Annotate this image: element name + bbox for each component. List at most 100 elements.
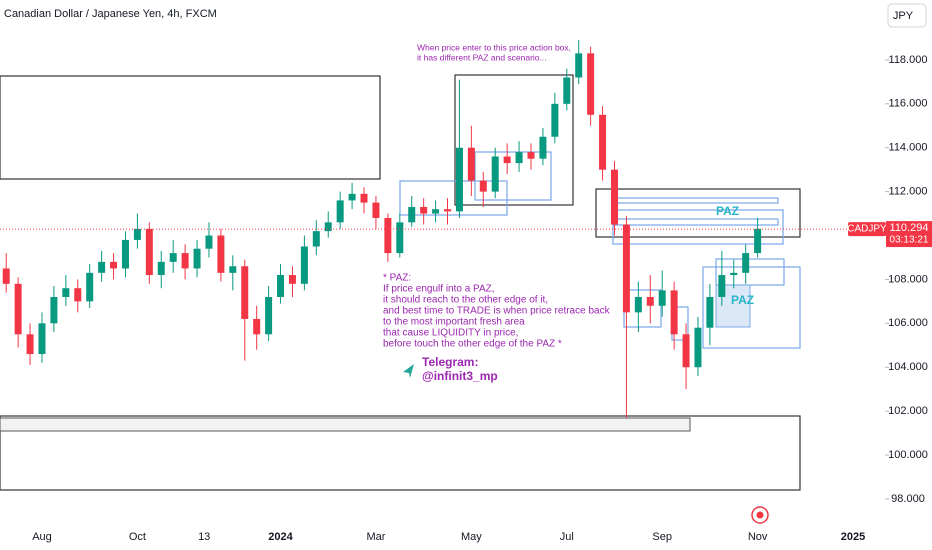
candle-body: [300, 246, 308, 284]
candle-body: [682, 334, 690, 368]
price-label: 110.294: [890, 222, 929, 234]
price-tag: [886, 221, 932, 248]
annotation: it should reach to the other edge of it,: [383, 295, 548, 306]
telegram-icon: [403, 364, 414, 378]
candle-body: [563, 77, 571, 104]
candle-body: [38, 323, 46, 355]
candle-body: [718, 275, 726, 297]
candle-body: [360, 193, 368, 203]
event-icon[interactable]: [751, 506, 769, 524]
rectangle: [612, 209, 784, 245]
x-tick-label: Mar: [366, 531, 385, 543]
x-tick-label: 2024: [268, 531, 293, 543]
rectangle: [0, 417, 691, 432]
candle-body: [348, 193, 356, 201]
candle-body: [575, 53, 583, 78]
y-tick-label: 104.000: [888, 361, 928, 373]
candle-body: [50, 296, 58, 324]
countdown-label: 03:13:21: [890, 235, 929, 246]
annotation: before touch the other edge of the PAZ *: [383, 339, 562, 350]
candle-body: [372, 202, 380, 218]
x-tick-label: Nov: [748, 531, 768, 543]
candle-body: [444, 209, 452, 212]
rectangle: [702, 266, 801, 349]
paz-label: PAZ: [716, 204, 739, 218]
candle-body: [646, 296, 654, 306]
candle-body: [265, 296, 273, 335]
candle-body: [408, 206, 416, 223]
annotation: When price enter to this price action bo…: [417, 42, 571, 52]
candle-body: [479, 180, 487, 192]
annotation: Telegram:: [422, 355, 478, 369]
symbol-label: CADJPY: [847, 224, 887, 235]
candle-body: [634, 296, 642, 313]
y-tick-label: 108.000: [888, 273, 928, 285]
symbol-tag: [848, 222, 886, 237]
paz-label: PAZ: [731, 293, 754, 307]
annotation: @infinit3_mp: [422, 369, 498, 383]
candle-body: [62, 288, 70, 297]
x-tick-label: Oct: [129, 531, 146, 543]
candle-body: [527, 152, 535, 159]
candle-body: [2, 268, 10, 284]
candle-body: [110, 261, 118, 269]
candle-body: [336, 200, 344, 223]
x-tick-label: Sep: [652, 531, 672, 543]
candle-body: [229, 266, 237, 273]
candle-body: [169, 253, 177, 262]
candle-body: [432, 209, 440, 214]
candle-body: [324, 222, 332, 232]
candle-body: [706, 296, 714, 328]
annotation: that cause LIQUIDITY in price,: [383, 328, 518, 339]
candle-body: [742, 253, 750, 273]
candle-body: [491, 156, 499, 192]
candle-body: [384, 217, 392, 254]
candle-body: [587, 53, 595, 115]
candle-body: [277, 275, 285, 297]
annotation: If price engulf into a PAZ,: [383, 284, 495, 295]
candle-body: [694, 327, 702, 368]
annotation: * PAZ:: [383, 273, 411, 284]
axes: 98.000 100.000 102.000 104.000 106.000 108.00…: [0, 54, 932, 543]
y-tick-label: 116.000: [889, 98, 928, 110]
candle-body: [539, 136, 547, 159]
annotation: it has different PAZ and scenario...: [417, 52, 547, 62]
candle-body: [121, 239, 129, 269]
rectangle: [595, 188, 801, 238]
annotation: to the most important fresh area: [383, 317, 525, 328]
candle-body: [754, 228, 762, 254]
candle-body: [467, 147, 475, 181]
candle-body: [145, 228, 153, 276]
chart-title: Canadian Dollar / Japanese Yen, 4h, FXCM: [4, 8, 217, 20]
x-tick-label: Aug: [32, 531, 52, 543]
y-tick-label: 112.000: [889, 186, 928, 198]
y-tick-label: 98.000: [891, 493, 925, 505]
rectangle: [399, 180, 508, 216]
candle-body: [503, 156, 511, 164]
rectangle: [474, 151, 552, 201]
rectangle: [0, 415, 801, 491]
candle-body: [133, 228, 141, 240]
candle-body: [515, 152, 523, 164]
currency-button[interactable]: [887, 3, 927, 28]
x-tick-label: May: [461, 531, 482, 543]
candle-body: [14, 283, 22, 335]
y-tick-label: 118.000: [889, 54, 928, 66]
y-tick-label: 114.000: [889, 142, 928, 154]
candle-body: [622, 224, 630, 313]
x-tick-label: Jul: [560, 531, 574, 543]
candle-body: [193, 248, 201, 269]
candle-body: [253, 318, 261, 335]
candle-body: [599, 114, 607, 170]
candle-body: [86, 272, 94, 302]
annotation: and best time to TRADE is when price ret…: [383, 306, 611, 317]
candle-body: [670, 290, 678, 335]
candle-body: [241, 266, 249, 319]
candle-body: [157, 261, 165, 276]
candle-body: [551, 103, 559, 137]
candle-body: [205, 235, 213, 249]
x-tick-label: 13: [198, 531, 210, 543]
y-tick-label: 102.000: [888, 405, 928, 417]
